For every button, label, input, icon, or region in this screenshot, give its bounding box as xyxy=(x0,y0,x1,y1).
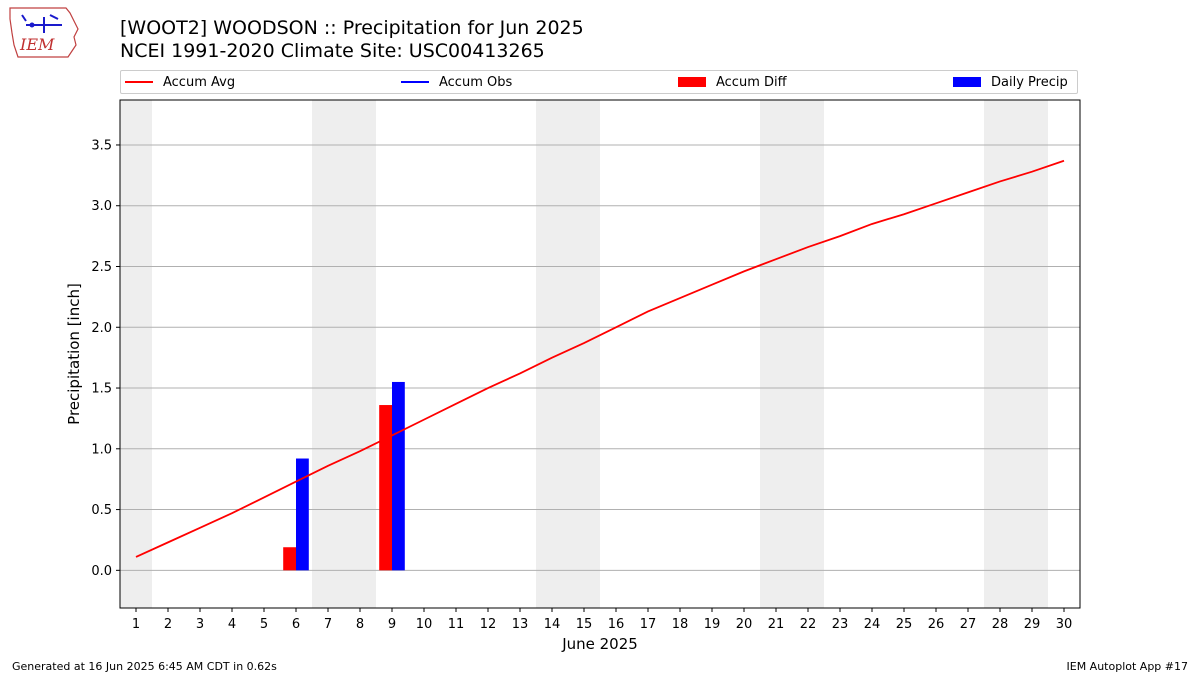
weekend-shading xyxy=(120,100,1048,608)
x-tick-label-3: 3 xyxy=(196,617,204,632)
x-tick-label-26: 26 xyxy=(928,617,945,632)
x-tick-label-9: 9 xyxy=(388,617,396,632)
y-tick-label-4: 2.0 xyxy=(91,321,112,336)
weather-instrument-icon xyxy=(21,14,62,33)
y-tick-label-0: 0.0 xyxy=(91,564,112,579)
chart-title: [WOOT2] WOODSON :: Precipitation for Jun… xyxy=(120,17,584,39)
legend-item-accum-obs: Accum Obs xyxy=(401,71,512,93)
y-tick-label-6: 3.0 xyxy=(91,199,112,214)
iem-logo: IEM xyxy=(9,7,79,58)
x-tick-label-14: 14 xyxy=(544,617,561,632)
legend-swatch-accum-diff xyxy=(678,77,706,87)
x-tick-label-16: 16 xyxy=(608,617,625,632)
x-tick-label-12: 12 xyxy=(480,617,497,632)
y-tick-label-7: 3.5 xyxy=(91,138,112,153)
x-axis-label: June 2025 xyxy=(561,635,638,653)
x-tick-label-19: 19 xyxy=(704,617,721,632)
x-tick-label-2: 2 xyxy=(164,617,172,632)
line-series xyxy=(135,159,1065,558)
legend-swatch-accum-avg xyxy=(125,81,153,83)
weekend-band-21 xyxy=(760,100,792,608)
x-tick-label-13: 13 xyxy=(512,617,529,632)
legend-swatch-daily-precip xyxy=(953,77,981,87)
x-tick-label-20: 20 xyxy=(736,617,753,632)
x-tick-label-22: 22 xyxy=(800,617,817,632)
bar-daily-precip-6 xyxy=(296,458,309,571)
x-tick-label-11: 11 xyxy=(448,617,465,632)
line-accum-avg xyxy=(135,159,1065,558)
weekend-band-14 xyxy=(536,100,568,608)
bar-accum-diff-6 xyxy=(283,547,296,571)
x-tick-label-27: 27 xyxy=(960,617,977,632)
legend-swatch-accum-obs xyxy=(401,81,429,83)
legend-label-daily-precip: Daily Precip xyxy=(991,74,1068,90)
bar-accum-diff-9 xyxy=(379,405,392,571)
bar-daily-precip-9 xyxy=(392,381,405,571)
x-tick-label-6: 6 xyxy=(292,617,300,632)
chart-legend: Accum Avg Accum Obs Accum Diff Daily Pre… xyxy=(120,70,1078,94)
x-tick-label-8: 8 xyxy=(356,617,364,632)
x-tick-label-28: 28 xyxy=(992,617,1009,632)
x-tick-label-10: 10 xyxy=(416,617,433,632)
x-tick-label-15: 15 xyxy=(576,617,593,632)
x-tick-label-24: 24 xyxy=(864,617,881,632)
weekend-band-22 xyxy=(792,100,824,608)
x-tick-label-29: 29 xyxy=(1024,617,1041,632)
legend-item-accum-avg: Accum Avg xyxy=(125,71,235,93)
x-tick-label-7: 7 xyxy=(324,617,332,632)
x-tick-label-4: 4 xyxy=(228,617,236,632)
footer-generated-text: Generated at 16 Jun 2025 6:45 AM CDT in … xyxy=(12,660,277,673)
chart-subtitle: NCEI 1991-2020 Climate Site: USC00413265 xyxy=(120,40,545,62)
legend-label-accum-obs: Accum Obs xyxy=(439,74,513,90)
x-tick-label-18: 18 xyxy=(672,617,689,632)
x-tick-label-25: 25 xyxy=(896,617,913,632)
y-tick-label-5: 2.5 xyxy=(91,260,112,275)
weekend-band-15 xyxy=(568,100,600,608)
y-axis-label: Precipitation [inch] xyxy=(65,283,83,425)
x-tick-label-23: 23 xyxy=(832,617,849,632)
plot-area-frame xyxy=(119,99,1081,609)
bar-series xyxy=(283,381,405,571)
weekend-band-7 xyxy=(312,100,344,608)
axes: 0.00.51.01.52.02.53.03.51 2 3 4 5 6 7 8 9 10 11 12 1… xyxy=(91,138,1072,632)
footer-app-text: IEM Autoplot App #17 xyxy=(1066,660,1189,673)
weekend-band-28 xyxy=(984,100,1016,608)
weekend-band-29 xyxy=(1016,100,1048,608)
x-tick-label-30: 30 xyxy=(1056,617,1073,632)
weekend-band-8 xyxy=(344,100,376,608)
x-tick-label-1: 1 xyxy=(132,617,140,632)
instrument-dot-icon xyxy=(29,22,35,28)
y-tick-label-1: 0.5 xyxy=(91,503,112,518)
y-tick-label-2: 1.0 xyxy=(91,442,112,457)
y-tick-label-3: 1.5 xyxy=(91,382,112,397)
logo-text: IEM xyxy=(19,35,55,54)
legend-item-accum-diff: Accum Diff xyxy=(678,71,787,93)
x-tick-label-21: 21 xyxy=(768,617,785,632)
x-tick-label-5: 5 xyxy=(260,617,268,632)
legend-item-daily-precip: Daily Precip xyxy=(953,71,1068,93)
weekend-band-1 xyxy=(120,100,152,608)
grid-lines xyxy=(120,144,1080,571)
legend-label-accum-avg: Accum Avg xyxy=(163,74,236,90)
iowa-outline-icon xyxy=(9,7,79,58)
legend-label-accum-diff: Accum Diff xyxy=(716,74,787,90)
x-tick-label-17: 17 xyxy=(640,617,657,632)
